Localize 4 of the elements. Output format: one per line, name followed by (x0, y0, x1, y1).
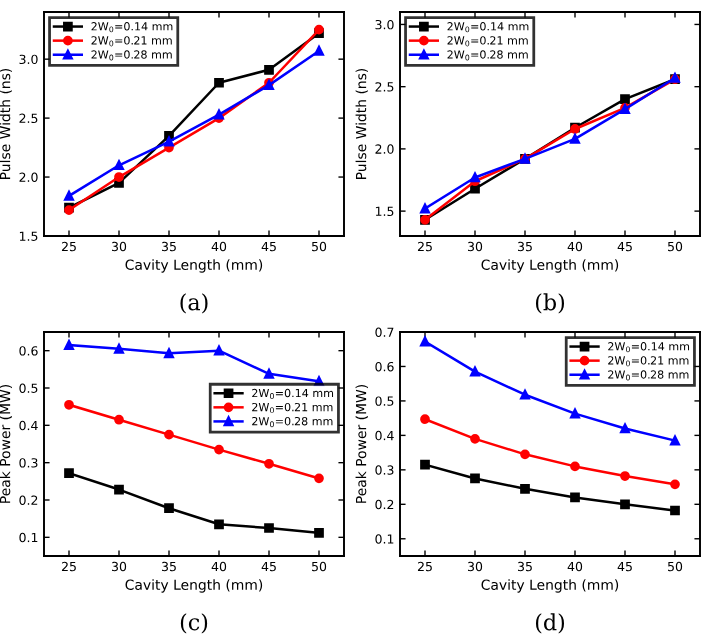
text: (c) (180, 613, 208, 634)
text: (d) (535, 613, 565, 634)
text: (a) (180, 293, 208, 314)
text: (b) (535, 293, 565, 314)
